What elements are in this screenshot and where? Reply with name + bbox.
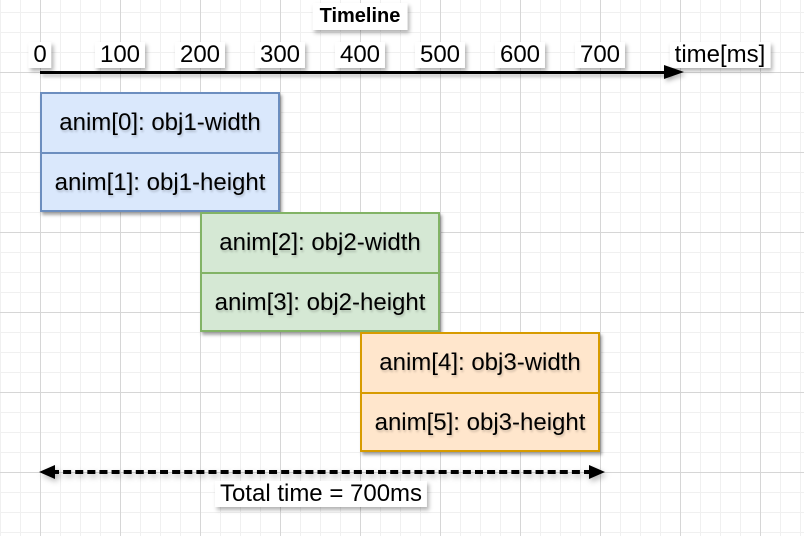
anim-row-label: anim[5]: obj3-height xyxy=(374,409,586,436)
arrow-left-icon xyxy=(39,465,55,479)
anim-row-0: anim[0]: obj1-width xyxy=(42,94,278,152)
arrow-right-icon xyxy=(589,465,605,479)
anim-row-5: anim[5]: obj3-height xyxy=(362,392,598,452)
axis-tick-label: 400 xyxy=(334,42,386,68)
anim-row-3: anim[3]: obj2-height xyxy=(202,272,438,332)
axis-tick-label: 600 xyxy=(494,42,546,68)
anim-row-label: anim[2]: obj2-width xyxy=(219,229,421,256)
axis-tick-label: 0 xyxy=(28,42,52,68)
axis-tick-label: 100 xyxy=(94,42,146,68)
axis-tick-label: 200 xyxy=(174,42,226,68)
diagram-title: Timeline xyxy=(312,3,408,30)
anim-block-obj2: anim[2]: obj2-width anim[3]: obj2-height xyxy=(200,212,440,332)
anim-row-1: anim[1]: obj1-height xyxy=(42,152,278,212)
anim-row-label: anim[4]: obj3-width xyxy=(379,349,581,376)
anim-row-label: anim[0]: obj1-width xyxy=(59,109,261,136)
anim-row-label: anim[1]: obj1-height xyxy=(54,169,266,196)
axis-unit-label: time[ms] xyxy=(669,42,771,68)
total-time-arrow xyxy=(39,464,605,481)
anim-row-2: anim[2]: obj2-width xyxy=(202,214,438,272)
axis-tick-label: 300 xyxy=(254,42,306,68)
total-time-dashed-line xyxy=(51,470,592,474)
time-axis-line xyxy=(40,71,670,74)
total-time-label: Total time = 700ms xyxy=(214,481,428,507)
anim-block-obj3: anim[4]: obj3-width anim[5]: obj3-height xyxy=(360,332,600,452)
anim-row-label: anim[3]: obj2-height xyxy=(214,289,426,316)
axis-arrowhead-icon xyxy=(664,65,684,79)
axis-tick-label: 500 xyxy=(414,42,466,68)
axis-tick-label: 700 xyxy=(574,42,626,68)
anim-row-4: anim[4]: obj3-width xyxy=(362,334,598,392)
anim-block-obj1: anim[0]: obj1-width anim[1]: obj1-height xyxy=(40,92,280,212)
